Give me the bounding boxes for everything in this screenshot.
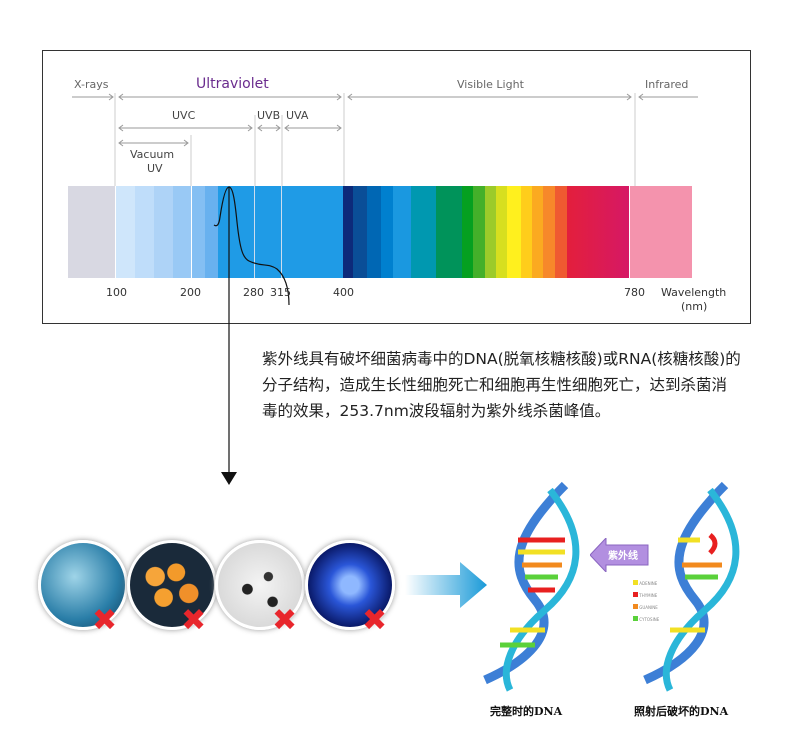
label-uvc: UVC [172, 109, 196, 122]
tick-280: 280 [243, 286, 264, 299]
dna-damaged [643, 481, 740, 692]
dna-illustrations [483, 481, 740, 692]
caption-damaged-dna: 照射后破坏的DNA [634, 705, 729, 718]
label-vacuum-uv: UV [147, 162, 163, 175]
label-uvb: UVB [257, 109, 281, 122]
bacteria-image-1 [38, 540, 128, 630]
cross-icon: ✖ [272, 603, 298, 638]
virus-image [305, 540, 395, 630]
tick-780: 780 [624, 286, 645, 299]
label-infrared: Infrared [645, 78, 689, 91]
germicidal-curve [213, 186, 290, 485]
down-arrow-icon [221, 472, 237, 485]
description-text: 紫外线具有破坏细菌病毒中的DNA(脱氧核糖核酸)或RNA(核糖核酸)的分子结构，… [262, 350, 741, 420]
cross-icon: ✖ [362, 603, 388, 638]
spectrum-panel [42, 50, 751, 324]
axis-label: Wavelength [661, 286, 727, 299]
dna-intact [483, 481, 580, 692]
uv-arrow: 紫外线 [590, 538, 652, 572]
tick-315: 315 [270, 286, 291, 299]
label-visible: Visible Light [457, 78, 524, 91]
caption-intact-dna: 完整时的DNA [490, 705, 563, 718]
tick-100: 100 [106, 286, 127, 299]
tick-400: 400 [333, 286, 354, 299]
range-arrows [72, 93, 698, 186]
cross-icon: ✖ [92, 603, 118, 638]
tick-200: 200 [180, 286, 201, 299]
right-arrow-icon [405, 562, 487, 608]
bacteria-image-3 [215, 540, 305, 630]
cross-icon: ✖ [181, 603, 207, 638]
bacteria-image-2 [127, 540, 217, 630]
uv-arrow-label: 紫外线 [608, 551, 638, 562]
label-ultraviolet: Ultraviolet [196, 76, 269, 92]
label-uva: UVA [286, 109, 309, 122]
label-vacuum: Vacuum [130, 148, 175, 161]
label-xrays: X-rays [74, 78, 109, 91]
spectrum-bar [68, 186, 698, 278]
axis-unit: (nm) [681, 300, 708, 313]
base-legend: ADENINE THYMINE GUANINE CYTOSINE [633, 578, 659, 626]
